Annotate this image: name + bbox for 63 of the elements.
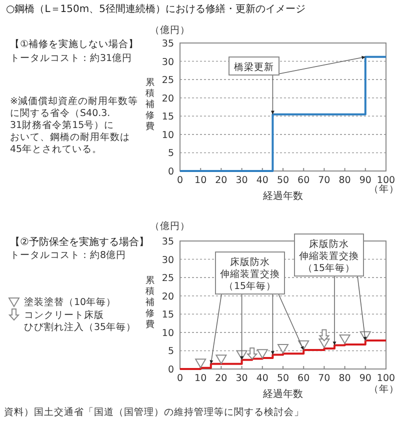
y-axis-title: 累積補修費 [146,77,154,132]
text: 【②予防保全を実施する場合】 [10,236,149,248]
legend-label: コンクリート床版ひび割れ注入（35年毎） [24,309,136,333]
x-tick-label: 40 [256,175,268,186]
x-tick-label: 10 [194,373,207,384]
y-tick-label: 20 [162,93,174,104]
text: 資料）国土交通省「国道（国管理）の維持管理等に関する検討会」 [4,406,304,418]
x-tick-label: 70 [318,373,330,384]
text: （年） [369,383,396,395]
y-axis-title: 累積補修費 [146,275,154,330]
text: ※減価償却資産の耐用年数等に関する省令（S40.3.31財務省令第15号）において、鋼橋の耐用年数は45年とされている。 [10,95,138,155]
point [247,348,258,360]
y-tick-label: 30 [162,254,174,266]
y-tick-label: 20 [162,291,174,302]
y-tick-label: 5 [168,346,174,358]
text: トータルコスト：約31億円 [10,52,132,64]
x-tick-label: 60 [298,175,310,186]
x-tick-label: 20 [215,175,228,186]
y-tick-label: 25 [162,273,174,284]
y-tick-label: 0 [168,166,174,178]
point [216,354,227,364]
x-tick-label: 60 [298,373,310,384]
x-tick-label: 0 [176,373,184,384]
x-tick-label: 100 [376,175,396,186]
annotation: 橋梁更新 [234,61,274,73]
x-axis-title: 経過年数 [262,190,303,202]
y-tick-label: 10 [162,328,174,339]
text: トータルコスト：約8億円 [10,249,126,261]
text: （億円） [150,24,190,36]
chart-title: ○鋼橋（L＝150m、5径間連続橋）における修繕・更新のイメージ [6,3,306,15]
x-tick-label: 40 [256,373,268,384]
point [319,329,330,342]
x-tick-label: 70 [318,175,330,186]
y-tick-label: 30 [162,56,174,68]
y-tick-label: 0 [168,364,174,376]
text: （億円） [150,220,190,232]
x-tick-label: 10 [194,175,207,186]
x-tick-label: 90 [359,373,372,384]
x-tick-label: 30 [236,175,248,186]
x-tick-label: 50 [276,373,290,384]
text: （年） [369,183,396,195]
x-tick-label: 20 [215,373,228,384]
x-tick-label: 80 [338,373,351,384]
point [195,358,206,368]
x-tick-label: 80 [338,175,351,186]
x-tick-label: 90 [359,175,372,186]
x-tick-label: 30 [236,373,248,384]
x-tick-label: 100 [376,373,396,384]
y-tick-label: 5 [168,148,174,160]
y-tick-label: 35 [162,38,174,50]
x-tick-label: 50 [276,175,290,186]
x-tick-label: 0 [176,175,184,186]
text: 【①補修を実施しない場合】 [10,38,139,50]
y-tick-label: 10 [162,130,174,141]
y-tick-label: 15 [162,112,174,123]
point [256,349,268,359]
y-tick-label: 15 [162,310,174,321]
point [278,344,288,354]
y-tick-label: 35 [162,236,174,248]
point [339,334,350,344]
y-tick-label: 25 [162,75,174,86]
legend-label: 塗装塗替（10年毎） [24,296,116,308]
x-axis-title: 経過年数 [262,388,303,400]
